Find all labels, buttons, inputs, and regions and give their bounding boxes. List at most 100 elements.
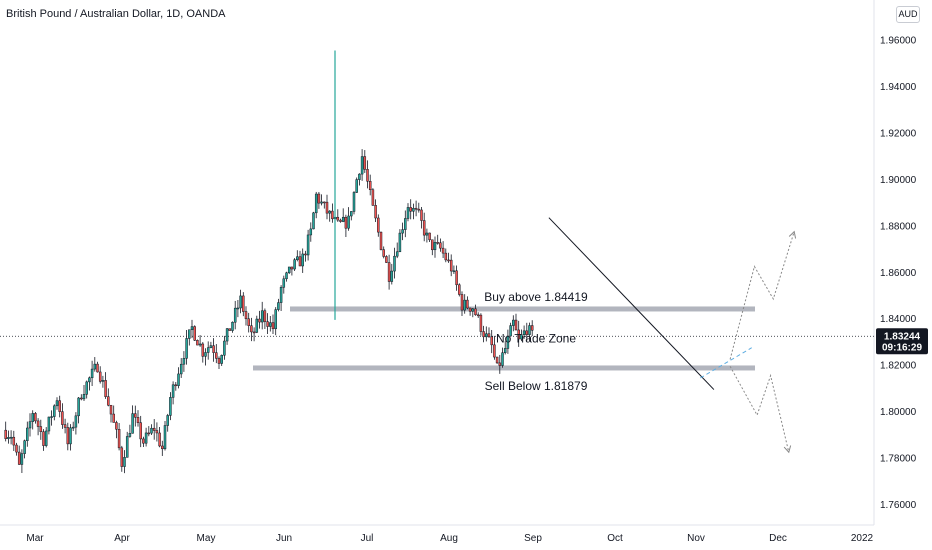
candle-body xyxy=(522,330,526,336)
candle-body xyxy=(409,207,412,212)
candle-body xyxy=(158,432,161,447)
candle-body xyxy=(147,432,151,435)
candle-body xyxy=(528,325,531,335)
candle-body xyxy=(98,371,102,382)
candle-body xyxy=(306,234,310,256)
zones-layer xyxy=(0,306,874,371)
candle-body xyxy=(174,384,178,387)
candle-body xyxy=(460,294,464,311)
currency-label: AUD xyxy=(898,9,918,19)
candle-body xyxy=(320,201,323,204)
y-tick-label: 1.76000 xyxy=(880,500,917,511)
candle-body xyxy=(93,363,97,370)
candle-body xyxy=(298,256,302,267)
candle-body xyxy=(433,242,437,251)
candle-body xyxy=(17,451,21,465)
candle-body xyxy=(233,307,237,323)
candle-body xyxy=(182,358,186,365)
candle-body xyxy=(377,217,380,233)
candle-body xyxy=(88,377,91,383)
x-tick-label: Nov xyxy=(687,533,705,544)
candle-body xyxy=(85,381,88,395)
candle-body xyxy=(15,444,18,453)
candle-body xyxy=(169,397,172,416)
candle-body xyxy=(287,266,291,274)
projection-path xyxy=(729,366,790,453)
candle-body xyxy=(385,256,388,263)
candle-body xyxy=(196,339,199,346)
candle-body xyxy=(215,352,218,359)
y-tick-label: 1.92000 xyxy=(880,128,917,139)
candle-body xyxy=(506,335,510,349)
projection-path xyxy=(729,231,795,360)
candle-body xyxy=(255,318,259,333)
candle-body xyxy=(458,284,461,295)
candle-body xyxy=(476,314,480,317)
candle-body xyxy=(331,210,334,220)
candle-body xyxy=(23,440,26,454)
candle-body xyxy=(82,394,86,400)
candle-body xyxy=(244,311,248,320)
no-trade-zone-label: No Trade Zone xyxy=(496,331,576,345)
candle-body xyxy=(485,333,488,338)
y-tick-label: 1.88000 xyxy=(880,221,917,232)
candle-body xyxy=(449,259,453,272)
candle-body xyxy=(317,193,321,204)
candle-body xyxy=(495,356,499,364)
y-tick-label: 1.82000 xyxy=(880,361,917,372)
candle-body xyxy=(358,173,361,180)
candle-body xyxy=(271,322,275,330)
currency-button[interactable]: AUD xyxy=(896,6,920,23)
resistance-trendline xyxy=(548,217,715,390)
candle-body xyxy=(236,307,240,310)
candle-body xyxy=(26,427,29,442)
candle-body xyxy=(258,318,261,323)
zone-label: Sell Below 1.81879 xyxy=(485,379,588,393)
candle-body xyxy=(417,208,421,211)
price-badge-countdown: 09:16:29 xyxy=(882,342,922,353)
candle-body xyxy=(134,413,137,418)
candle-body xyxy=(414,207,418,210)
candle-body xyxy=(36,420,40,427)
candle-body xyxy=(212,345,215,353)
candle-body xyxy=(242,295,245,312)
candle-body xyxy=(66,427,70,445)
y-tick-label: 1.86000 xyxy=(880,268,917,279)
candle-body xyxy=(363,156,367,170)
candle-body xyxy=(252,331,256,334)
candle-body xyxy=(371,189,375,206)
candle-body xyxy=(530,325,534,331)
candle-body xyxy=(117,429,121,449)
candle-body xyxy=(50,416,53,418)
candle-body xyxy=(231,321,234,331)
candle-body xyxy=(139,422,142,440)
candle-body xyxy=(171,384,175,398)
candle-body xyxy=(422,220,426,236)
price-axis[interactable]: 1.96000 1.94000 1.92000 1.90000 1.88000 1.860… xyxy=(873,0,917,525)
candle-body xyxy=(296,256,299,260)
level-zone xyxy=(290,306,755,312)
x-tick-label: Apr xyxy=(114,533,130,544)
candle-body xyxy=(509,325,512,337)
candle-body xyxy=(104,380,107,397)
candle-body xyxy=(325,201,329,214)
candle-body xyxy=(163,425,167,450)
candle-body xyxy=(339,219,342,222)
candle-body xyxy=(239,295,242,309)
candle-body xyxy=(490,336,493,346)
candle-body xyxy=(503,348,507,353)
x-tick-label: May xyxy=(197,533,216,544)
candle-body xyxy=(47,416,51,432)
candle-body xyxy=(204,352,207,357)
candle-body xyxy=(109,404,113,415)
candle-body xyxy=(347,215,350,229)
candle-body xyxy=(263,310,267,322)
candle-body xyxy=(323,201,326,204)
candle-body xyxy=(304,253,307,256)
x-tick-label: Dec xyxy=(769,533,787,544)
candle-body xyxy=(277,302,280,310)
y-tick-label: 1.90000 xyxy=(880,175,917,186)
time-axis[interactable]: Mar Apr May Jun Jul Aug Sep Oct Nov Dec 2022 xyxy=(0,524,874,544)
